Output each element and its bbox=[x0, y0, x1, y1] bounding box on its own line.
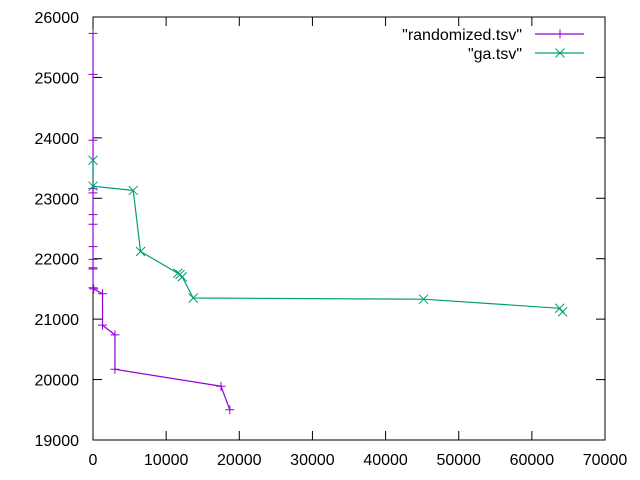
data-point bbox=[98, 289, 108, 299]
y-tick-label: 26000 bbox=[35, 10, 80, 27]
y-tick-label: 22000 bbox=[35, 252, 80, 269]
legend-marker bbox=[555, 29, 565, 39]
data-point bbox=[88, 28, 98, 38]
x-tick-label: 10000 bbox=[144, 452, 189, 469]
ticks: 19000 20000 21000 22000 23000 24000 25000 26000… bbox=[35, 10, 628, 469]
x-tick-label: 40000 bbox=[363, 452, 408, 469]
y-tick-label: 23000 bbox=[35, 191, 80, 208]
data-point bbox=[88, 210, 98, 220]
legend-entry: "ga.tsv" bbox=[468, 46, 584, 63]
data-point bbox=[88, 155, 98, 166]
legend-label: "randomized.tsv" bbox=[402, 27, 522, 44]
data-point bbox=[128, 185, 139, 196]
series-line bbox=[92, 160, 564, 313]
series bbox=[88, 28, 568, 415]
x-tick-label: 20000 bbox=[217, 452, 262, 469]
y-tick-label: 20000 bbox=[35, 373, 80, 390]
y-tick-label: 25000 bbox=[35, 70, 80, 87]
data-point bbox=[110, 364, 120, 374]
data-point bbox=[135, 246, 146, 257]
y-tick-label: 21000 bbox=[35, 312, 80, 329]
data-point bbox=[177, 271, 188, 282]
data-point bbox=[89, 284, 99, 294]
data-point bbox=[172, 268, 183, 279]
series-line bbox=[92, 33, 231, 410]
data-point bbox=[225, 405, 235, 415]
x-tick-label: 50000 bbox=[436, 452, 481, 469]
x-tick-label: 70000 bbox=[583, 452, 628, 469]
legend-marker bbox=[555, 48, 565, 58]
legend-label: "ga.tsv" bbox=[468, 46, 522, 63]
data-point bbox=[88, 219, 98, 229]
data-point bbox=[188, 293, 199, 303]
data-point bbox=[98, 320, 108, 330]
data-point bbox=[557, 307, 568, 317]
legend: "randomized.tsv" "ga.tsv" bbox=[402, 27, 584, 63]
data-point bbox=[88, 181, 98, 192]
series-0 bbox=[88, 28, 235, 415]
data-point bbox=[216, 381, 226, 391]
axes bbox=[92, 16, 606, 441]
data-point bbox=[110, 330, 120, 340]
y-tick-label: 24000 bbox=[35, 131, 80, 148]
x-tick-label: 60000 bbox=[510, 452, 555, 469]
data-point bbox=[418, 294, 429, 305]
data-point bbox=[88, 264, 98, 274]
x-tick-label: 30000 bbox=[290, 452, 335, 469]
data-point bbox=[88, 69, 98, 79]
data-point bbox=[88, 242, 98, 252]
data-point bbox=[88, 135, 98, 145]
plot-border bbox=[92, 16, 606, 441]
data-point bbox=[88, 188, 98, 198]
series-1 bbox=[88, 155, 568, 317]
data-point bbox=[88, 283, 98, 293]
legend-entry: "randomized.tsv" bbox=[402, 27, 584, 44]
y-tick-label: 19000 bbox=[35, 433, 80, 450]
data-point bbox=[88, 254, 98, 264]
x-tick-label: 0 bbox=[89, 452, 98, 469]
